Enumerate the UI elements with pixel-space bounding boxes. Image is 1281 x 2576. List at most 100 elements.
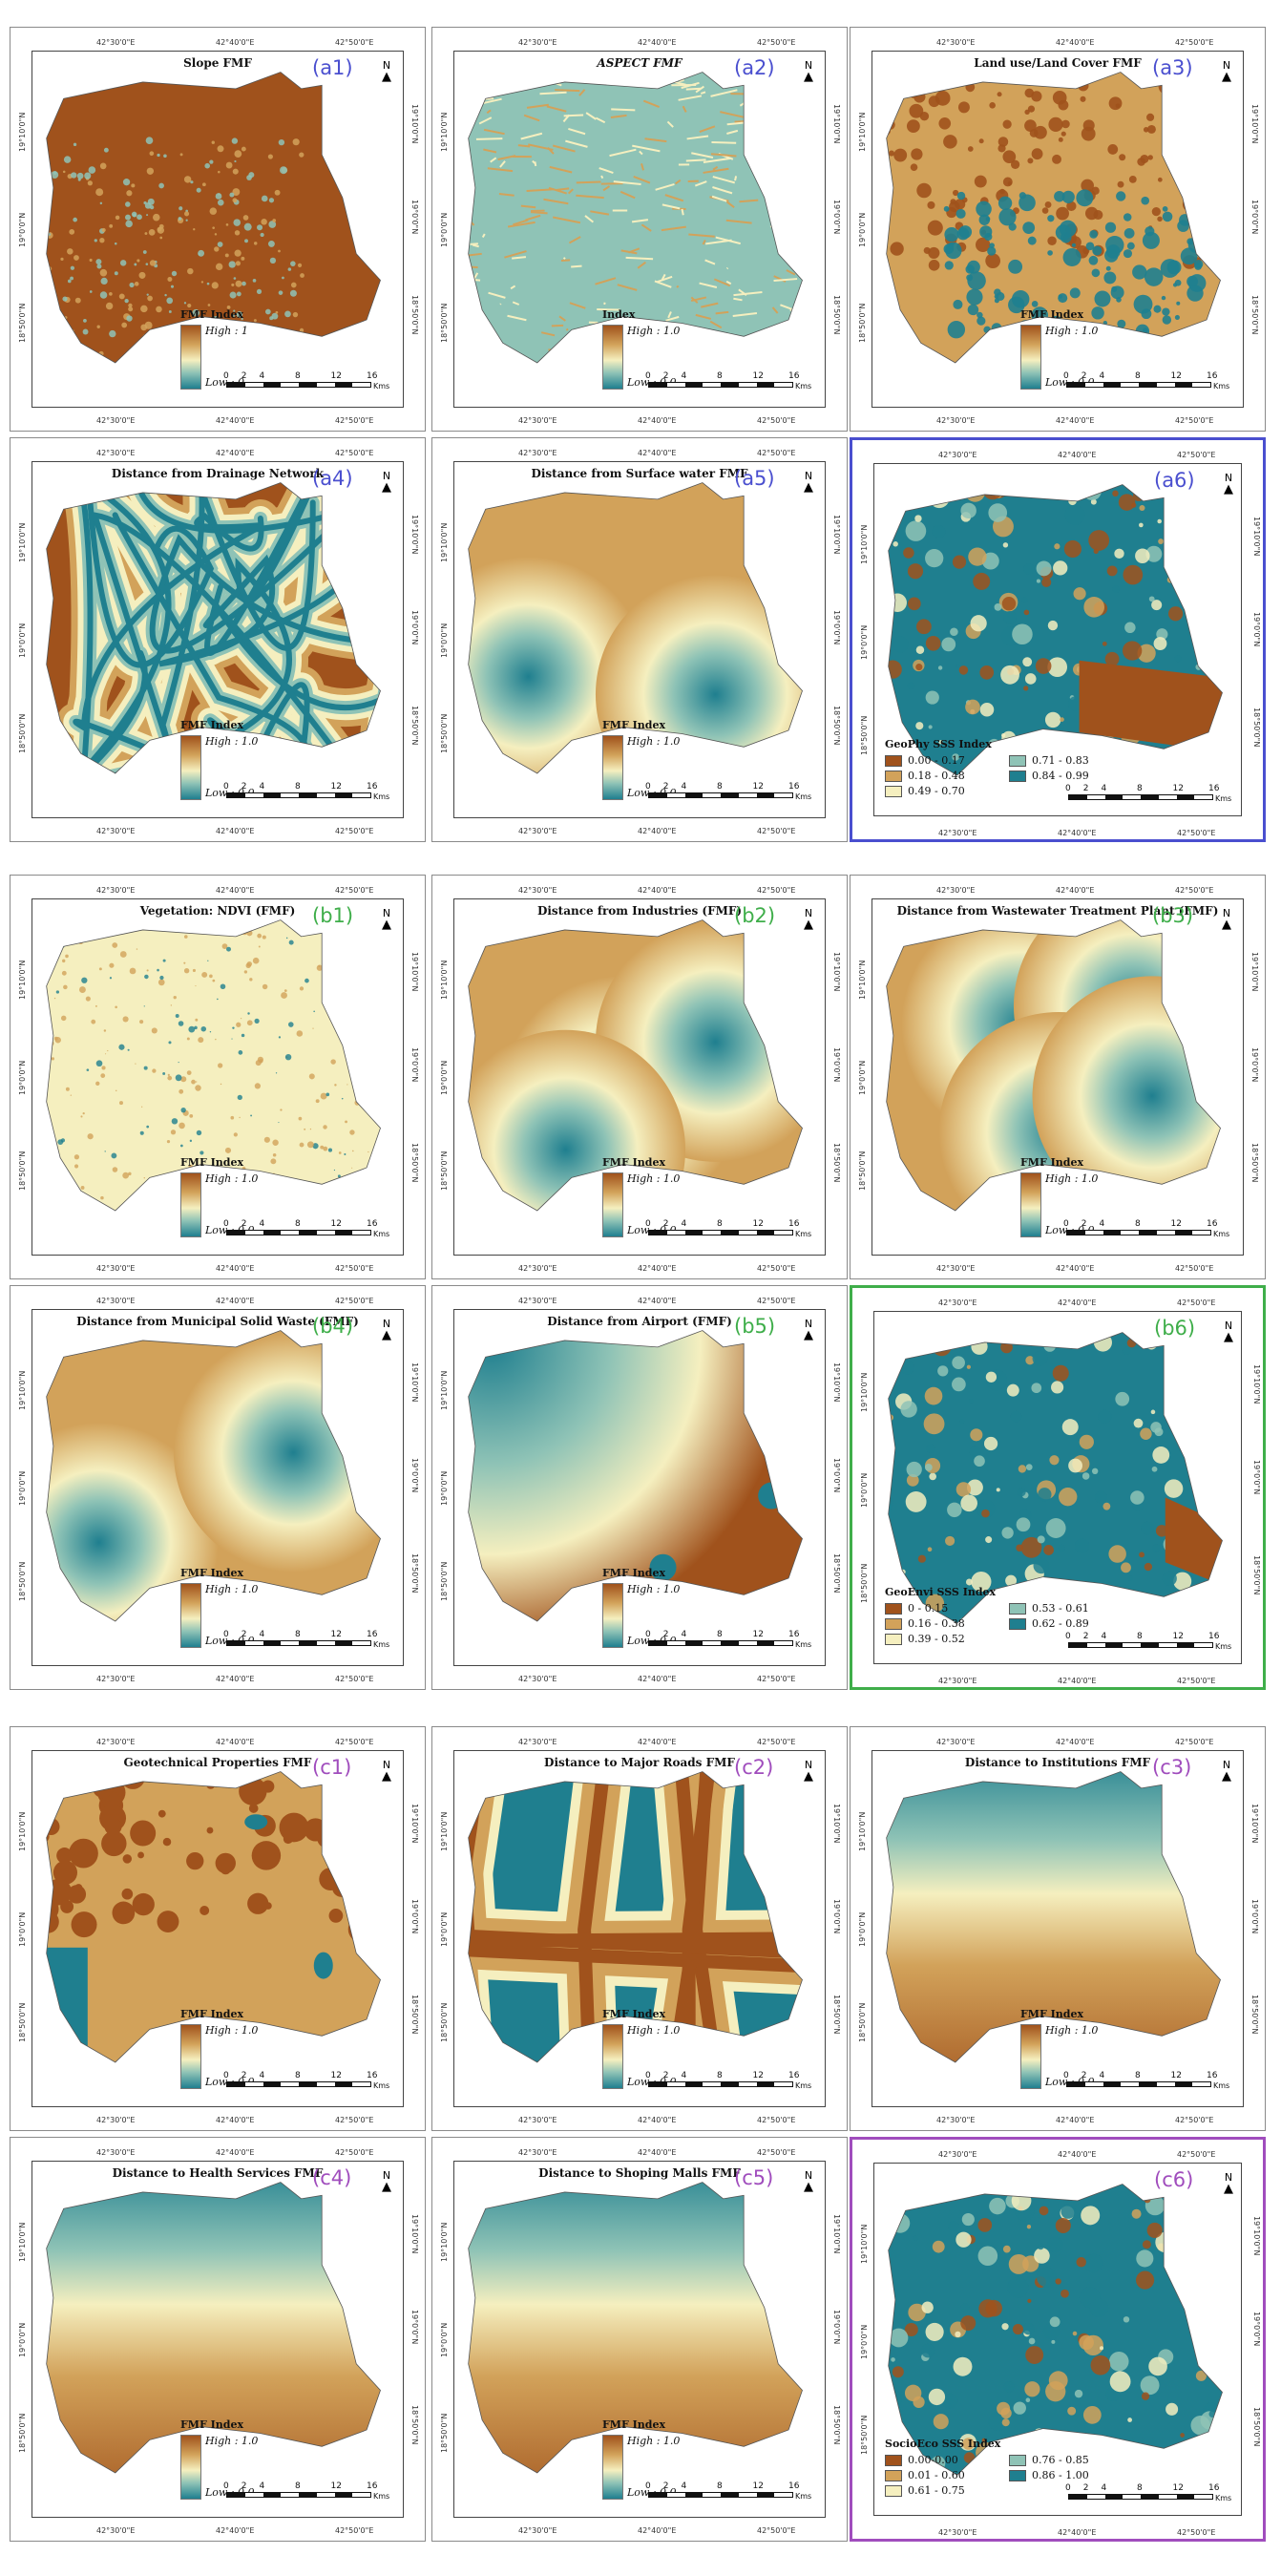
legend-title: FMF Index bbox=[602, 1567, 666, 1579]
legend-class: 0.16 - 0.38 bbox=[885, 1617, 1009, 1630]
coord-top-label: 42°50'0"E bbox=[1177, 1299, 1216, 1307]
north-arrow-icon: N ▲ bbox=[804, 470, 813, 495]
coord-bottom-label: 42°50'0"E bbox=[335, 827, 374, 835]
panel-title: Distance to Major Roads FMF bbox=[544, 1756, 735, 1769]
panel-a4: 42°30'0"E 42°30'0"E 42°40'0"E 42°40'0"E 42°5… bbox=[10, 437, 426, 842]
coord-left-label: 19°10'0"N bbox=[18, 2222, 27, 2262]
legend-title: FMF Index bbox=[180, 1567, 244, 1579]
coord-top-label: 42°40'0"E bbox=[638, 886, 677, 895]
panel-a3: 42°30'0"E 42°30'0"E 42°40'0"E 42°40'0"E 42°5… bbox=[850, 27, 1266, 432]
panel-title: Slope FMF bbox=[183, 56, 252, 70]
coord-bottom-label: 42°50'0"E bbox=[335, 2116, 374, 2124]
panel-label: (a6) bbox=[1154, 469, 1195, 492]
legend-swatch bbox=[885, 786, 902, 797]
coord-left-label: 19°0'0"N bbox=[18, 1060, 27, 1095]
coord-right-label: 19°0'0"N bbox=[832, 200, 841, 235]
coord-left-label: 19°10'0"N bbox=[18, 112, 27, 152]
coord-top-label: 42°30'0"E bbox=[518, 886, 557, 895]
legend-swatch bbox=[885, 2470, 902, 2481]
coord-top-label: 42°40'0"E bbox=[216, 2148, 255, 2157]
coord-left-label: 19°10'0"N bbox=[440, 960, 449, 1000]
coord-bottom-label: 42°40'0"E bbox=[638, 2116, 677, 2124]
coord-bottom-label: 42°50'0"E bbox=[1177, 829, 1216, 837]
coord-left-label: 19°0'0"N bbox=[860, 1472, 869, 1508]
legend-gradient bbox=[602, 2435, 623, 2500]
scale-bar: 0 2 4 8 12 16 Kms bbox=[645, 782, 812, 801]
coord-left-label: 19°10'0"N bbox=[860, 524, 869, 564]
panel-title: Distance from Drainage Network bbox=[111, 467, 325, 480]
map-b4 bbox=[46, 1330, 381, 1622]
coord-top-label: 42°40'0"E bbox=[216, 38, 255, 47]
legend-class: 0.61 - 0.75 bbox=[885, 2484, 1009, 2497]
legend-title: SocioEco SSS Index bbox=[885, 2438, 1001, 2450]
coord-top-label: 42°30'0"E bbox=[518, 449, 557, 457]
panel-b5: 42°30'0"E 42°30'0"E 42°40'0"E 42°40'0"E 42°5… bbox=[431, 1285, 848, 1690]
coord-bottom-label: 42°30'0"E bbox=[936, 1264, 976, 1273]
legend-gradient bbox=[1020, 1172, 1041, 1237]
coord-right-label: 19°10'0"N bbox=[410, 2214, 419, 2254]
coord-bottom-label: 42°50'0"E bbox=[757, 1264, 796, 1273]
legend-gradient bbox=[1020, 325, 1041, 390]
coord-bottom-label: 42°30'0"E bbox=[518, 416, 557, 425]
legend-title: FMF Index bbox=[1020, 2008, 1084, 2020]
legend-high-label: High : 1 bbox=[205, 325, 248, 337]
map-a1 bbox=[46, 72, 381, 364]
legend-swatch bbox=[1009, 2455, 1026, 2466]
coord-bottom-label: 42°40'0"E bbox=[1056, 416, 1095, 425]
legend-gradient bbox=[602, 1583, 623, 1648]
map-a6 bbox=[888, 484, 1223, 776]
legend-swatch bbox=[885, 755, 902, 767]
coord-left-label: 19°10'0"N bbox=[440, 1811, 449, 1851]
panel-label: (b4) bbox=[312, 1315, 354, 1338]
coord-top-label: 42°50'0"E bbox=[335, 886, 374, 895]
legend-class: 0.84 - 0.99 bbox=[1009, 770, 1133, 782]
legend-title: Index bbox=[602, 308, 636, 321]
coord-top-label: 42°30'0"E bbox=[518, 2148, 557, 2157]
legend-swatch bbox=[885, 2455, 902, 2466]
coord-right-label: 19°0'0"N bbox=[410, 2310, 419, 2345]
coord-left-label: 19°10'0"N bbox=[18, 522, 27, 562]
coord-left-label: 19°10'0"N bbox=[858, 1811, 867, 1851]
coord-left-label: 19°10'0"N bbox=[440, 1370, 449, 1410]
coord-bottom-label: 42°30'0"E bbox=[96, 416, 136, 425]
coord-left-label: 19°10'0"N bbox=[18, 1811, 27, 1851]
coord-left-label: 18°50'0"N bbox=[858, 1151, 867, 1191]
coord-left-label: 18°50'0"N bbox=[18, 1151, 27, 1191]
coord-bottom-label: 42°30'0"E bbox=[938, 1677, 977, 1685]
panel-b2: 42°30'0"E 42°30'0"E 42°40'0"E 42°40'0"E 42°5… bbox=[431, 875, 848, 1279]
legend-gradient bbox=[180, 1583, 201, 1648]
coord-bottom-label: 42°40'0"E bbox=[216, 1264, 255, 1273]
coord-bottom-label: 42°30'0"E bbox=[518, 2526, 557, 2535]
legend-gradient bbox=[180, 2024, 201, 2089]
legend-high-label: High : 1.0 bbox=[1045, 1172, 1099, 1185]
legend-gradient bbox=[180, 325, 201, 390]
coord-right-label: 19°0'0"N bbox=[1252, 612, 1261, 647]
panel-label: (c4) bbox=[312, 2166, 352, 2189]
coord-right-label: 18°50'0"N bbox=[410, 706, 419, 746]
coord-left-label: 19°10'0"N bbox=[858, 960, 867, 1000]
coord-top-label: 42°50'0"E bbox=[1177, 2150, 1216, 2159]
map-c1 bbox=[46, 1771, 381, 2063]
map-b5 bbox=[468, 1330, 803, 1622]
coord-bottom-label: 42°50'0"E bbox=[757, 1675, 796, 1683]
coord-left-label: 18°50'0"N bbox=[18, 1561, 27, 1601]
legend-gradient bbox=[602, 325, 623, 390]
map-b6 bbox=[888, 1332, 1223, 1624]
legend-high-label: High : 1.0 bbox=[1045, 2024, 1099, 2037]
coord-top-label: 42°30'0"E bbox=[938, 451, 977, 459]
coord-right-label: 19°10'0"N bbox=[1252, 2216, 1261, 2256]
coord-bottom-label: 42°40'0"E bbox=[638, 2526, 677, 2535]
map-c6 bbox=[888, 2184, 1223, 2476]
coord-right-label: 19°10'0"N bbox=[1250, 1804, 1259, 1844]
legend-high-label: High : 1.0 bbox=[627, 2024, 681, 2037]
legend-class: 0.76 - 0.85 bbox=[1009, 2454, 1133, 2466]
legend-gradient bbox=[602, 1172, 623, 1237]
map-b1 bbox=[46, 919, 381, 1212]
coord-top-label: 42°30'0"E bbox=[936, 38, 976, 47]
coord-left-label: 18°50'0"N bbox=[18, 2413, 27, 2453]
coord-right-label: 19°10'0"N bbox=[832, 515, 841, 555]
coord-right-label: 19°10'0"N bbox=[1252, 517, 1261, 557]
legend-high-label: High : 1.0 bbox=[205, 2435, 259, 2447]
